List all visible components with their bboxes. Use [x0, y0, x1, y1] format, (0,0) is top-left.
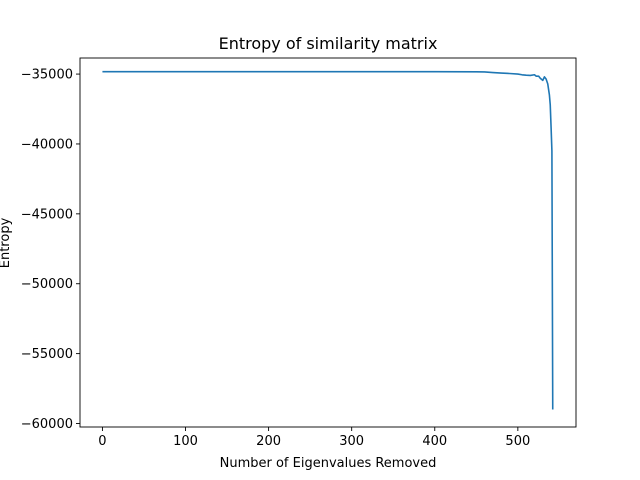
y-tick-label: −35000	[21, 68, 73, 83]
chart-title: Entropy of similarity matrix	[219, 34, 438, 53]
y-tick-label: −55000	[21, 347, 73, 362]
x-tick-label: 300	[339, 434, 364, 449]
x-axis-label: Number of Eigenvalues Removed	[220, 456, 437, 471]
plot-area: 0 100 200 300 400 500 −35000 −40000 −45000 −50000…	[21, 57, 577, 449]
series-line-0	[102, 70, 554, 410]
y-tick-label: −50000	[21, 277, 73, 292]
x-tick-label: 200	[256, 434, 281, 449]
axes-frame	[79, 57, 577, 428]
y-axis-label: Entropy	[0, 217, 13, 268]
y-tick-label: −40000	[21, 137, 73, 152]
x-tick-label: 400	[422, 434, 447, 449]
x-tick-label: 100	[173, 434, 198, 449]
y-tick-label: −60000	[21, 417, 73, 432]
y-tick-label: −45000	[21, 207, 73, 222]
x-tick-label: 500	[505, 434, 530, 449]
x-tick-label: 0	[98, 434, 106, 449]
